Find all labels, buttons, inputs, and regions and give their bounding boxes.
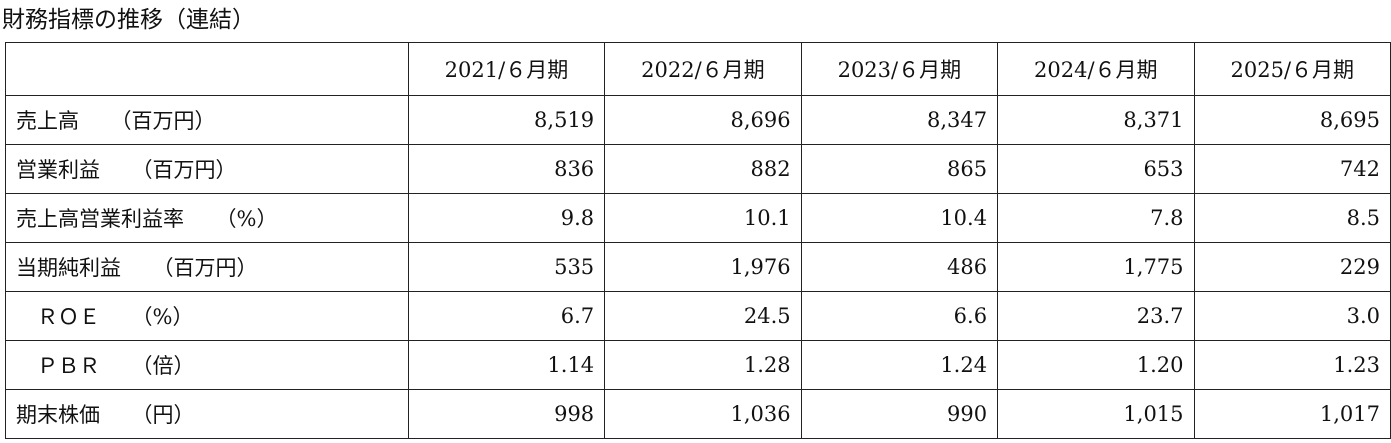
column-header: 2021/６月期 <box>407 42 606 96</box>
column-header: 2024/６月期 <box>997 42 1195 96</box>
value-cell: 742 <box>1193 144 1391 194</box>
value-cell: 7.8 <box>997 193 1195 243</box>
row-label: ＲＯＥ （%） <box>5 291 409 341</box>
table-row: 売上高営業利益率 （%） 9.8 10.1 10.4 7.8 8.5 <box>5 193 1391 243</box>
value-cell: 8,371 <box>997 95 1195 145</box>
value-cell: 1.14 <box>407 340 606 390</box>
value-cell: 998 <box>407 389 606 439</box>
column-header: 2025/６月期 <box>1193 42 1391 96</box>
header-row: 2021/６月期 2022/６月期 2023/６月期 2024/６月期 2025/６月期 <box>5 42 1391 96</box>
value-cell: 10.4 <box>800 193 999 243</box>
column-header <box>5 42 409 96</box>
value-cell: 6.7 <box>407 291 606 341</box>
row-label: 当期純利益 （百万円） <box>5 242 409 292</box>
row-label: 売上高営業利益率 （%） <box>5 193 409 243</box>
row-label: 売上高 （百万円） <box>5 95 409 145</box>
row-label: ＰＢＲ （倍） <box>5 340 409 390</box>
value-cell: 836 <box>407 144 606 194</box>
value-cell: 486 <box>800 242 999 292</box>
row-label: 営業利益 （百万円） <box>5 144 409 194</box>
value-cell: 9.8 <box>407 193 606 243</box>
table-row: 期末株価 （円） 998 1,036 990 1,015 1,017 <box>5 389 1391 439</box>
value-cell: 535 <box>407 242 606 292</box>
value-cell: 23.7 <box>997 291 1195 341</box>
value-cell: 24.5 <box>604 291 802 341</box>
value-cell: 8,695 <box>1193 95 1391 145</box>
value-cell: 6.6 <box>800 291 999 341</box>
table-row: ＲＯＥ （%） 6.7 24.5 6.6 23.7 3.0 <box>5 291 1391 341</box>
value-cell: 1.24 <box>800 340 999 390</box>
value-cell: 8,696 <box>604 95 802 145</box>
value-cell: 8,519 <box>407 95 606 145</box>
financial-table: 2021/６月期 2022/６月期 2023/６月期 2024/６月期 2025/６月期… <box>5 42 1391 439</box>
column-header: 2022/６月期 <box>604 42 802 96</box>
value-cell: 1,036 <box>604 389 802 439</box>
value-cell: 1.23 <box>1193 340 1391 390</box>
value-cell: 10.1 <box>604 193 802 243</box>
value-cell: 8,347 <box>800 95 999 145</box>
column-header: 2023/６月期 <box>800 42 999 96</box>
value-cell: 1,775 <box>997 242 1195 292</box>
value-cell: 8.5 <box>1193 193 1391 243</box>
value-cell: 1,017 <box>1193 389 1391 439</box>
value-cell: 3.0 <box>1193 291 1391 341</box>
table-row: 営業利益 （百万円） 836 882 865 653 742 <box>5 144 1391 194</box>
value-cell: 1,976 <box>604 242 802 292</box>
value-cell: 865 <box>800 144 999 194</box>
row-label: 期末株価 （円） <box>5 389 409 439</box>
value-cell: 882 <box>604 144 802 194</box>
value-cell: 653 <box>997 144 1195 194</box>
value-cell: 990 <box>800 389 999 439</box>
value-cell: 1.20 <box>997 340 1195 390</box>
value-cell: 1,015 <box>997 389 1195 439</box>
table-row: 当期純利益 （百万円） 535 1,976 486 1,775 229 <box>5 242 1391 292</box>
value-cell: 229 <box>1193 242 1391 292</box>
value-cell: 1.28 <box>604 340 802 390</box>
title: 財務指標の推移（連結） <box>2 7 255 33</box>
table-row: ＰＢＲ （倍） 1.14 1.28 1.24 1.20 1.23 <box>5 340 1391 390</box>
table-row: 売上高 （百万円） 8,519 8,696 8,347 8,371 8,695 <box>5 95 1391 145</box>
